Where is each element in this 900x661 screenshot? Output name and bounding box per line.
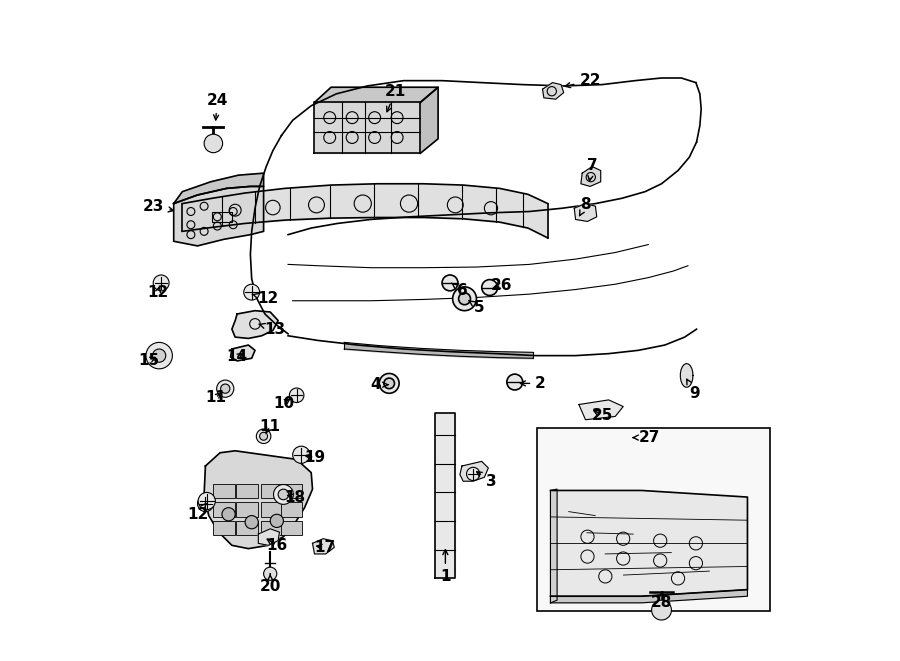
Text: 17: 17	[314, 540, 335, 555]
Polygon shape	[420, 87, 438, 153]
Text: 3: 3	[477, 472, 496, 488]
Circle shape	[482, 280, 498, 295]
Text: 12: 12	[187, 504, 208, 522]
Polygon shape	[230, 345, 255, 361]
Text: 5: 5	[469, 300, 484, 315]
Circle shape	[652, 600, 671, 620]
Text: 1: 1	[440, 550, 451, 584]
Polygon shape	[436, 413, 455, 578]
Bar	[281, 484, 302, 498]
Text: 14: 14	[227, 350, 248, 364]
Text: 16: 16	[266, 538, 287, 553]
Bar	[261, 502, 282, 517]
Circle shape	[222, 508, 235, 521]
Circle shape	[507, 374, 523, 390]
Circle shape	[278, 489, 289, 500]
Polygon shape	[551, 490, 747, 596]
Bar	[213, 502, 235, 517]
Text: 19: 19	[304, 450, 325, 465]
Circle shape	[453, 287, 476, 311]
Polygon shape	[314, 87, 438, 102]
Circle shape	[384, 378, 394, 389]
Polygon shape	[680, 364, 693, 387]
Circle shape	[459, 293, 471, 305]
Circle shape	[153, 275, 169, 291]
Text: 27: 27	[633, 430, 661, 445]
Text: 12: 12	[252, 292, 279, 306]
Text: 2: 2	[520, 376, 546, 391]
Text: 10: 10	[273, 396, 294, 410]
Circle shape	[204, 134, 222, 153]
Bar	[537, 428, 770, 611]
Bar	[237, 521, 257, 535]
Circle shape	[245, 516, 258, 529]
Polygon shape	[174, 173, 264, 204]
Polygon shape	[314, 102, 420, 153]
Polygon shape	[579, 400, 623, 420]
Text: 28: 28	[651, 592, 672, 610]
Text: 25: 25	[591, 408, 613, 422]
Text: 26: 26	[491, 278, 512, 293]
Polygon shape	[551, 590, 747, 603]
Circle shape	[152, 349, 166, 362]
Text: 22: 22	[565, 73, 601, 88]
Bar	[237, 502, 257, 517]
Polygon shape	[258, 529, 280, 545]
Bar	[261, 484, 282, 498]
Circle shape	[270, 514, 284, 527]
Text: 13: 13	[259, 322, 285, 336]
Circle shape	[264, 567, 277, 580]
Text: 21: 21	[385, 84, 407, 112]
Text: 11: 11	[260, 419, 281, 434]
Circle shape	[220, 384, 230, 393]
Circle shape	[466, 467, 480, 481]
Text: 15: 15	[139, 353, 160, 368]
Bar	[237, 484, 257, 498]
Text: 6: 6	[452, 283, 467, 298]
Polygon shape	[551, 489, 557, 603]
Polygon shape	[580, 167, 600, 186]
Circle shape	[244, 284, 259, 300]
Circle shape	[146, 342, 173, 369]
Text: 11: 11	[205, 391, 226, 405]
Circle shape	[274, 485, 293, 504]
Circle shape	[379, 373, 399, 393]
Text: 20: 20	[259, 574, 281, 594]
Bar	[261, 521, 282, 535]
Text: 7: 7	[587, 158, 598, 181]
Bar	[281, 502, 302, 517]
Circle shape	[290, 388, 304, 403]
Bar	[213, 484, 235, 498]
Text: 8: 8	[580, 198, 590, 215]
Circle shape	[256, 429, 271, 444]
Polygon shape	[174, 186, 264, 246]
Circle shape	[217, 380, 234, 397]
Circle shape	[198, 492, 215, 510]
Circle shape	[259, 432, 267, 440]
Text: 9: 9	[687, 379, 700, 401]
Text: 24: 24	[207, 93, 228, 120]
Bar	[281, 521, 302, 535]
Text: 23: 23	[143, 199, 174, 214]
Polygon shape	[204, 451, 312, 549]
Polygon shape	[232, 311, 278, 338]
Polygon shape	[574, 204, 597, 221]
Circle shape	[292, 446, 310, 463]
Text: 4: 4	[371, 377, 388, 392]
Bar	[212, 212, 232, 222]
Text: 18: 18	[284, 490, 305, 504]
Circle shape	[442, 275, 458, 291]
Polygon shape	[543, 83, 563, 99]
Text: 12: 12	[148, 285, 168, 299]
Polygon shape	[312, 539, 334, 554]
Circle shape	[197, 496, 213, 512]
Polygon shape	[460, 461, 489, 481]
Bar	[213, 521, 235, 535]
